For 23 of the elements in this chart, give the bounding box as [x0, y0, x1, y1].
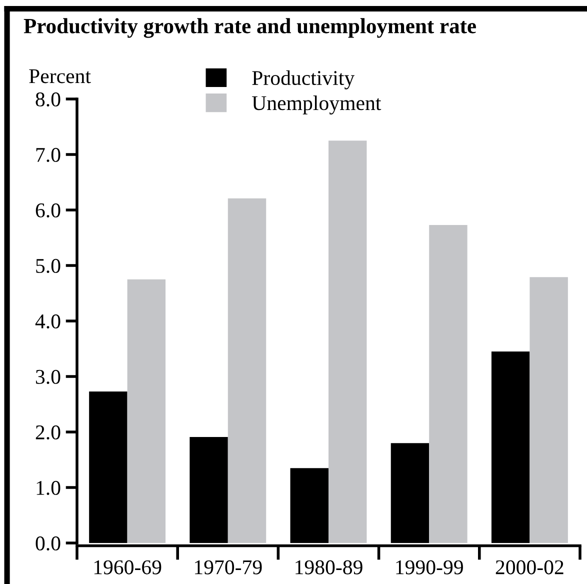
y-tick-label: 6.0: [36, 203, 60, 218]
bar: [328, 140, 367, 543]
y-tick-label: 2.0: [36, 425, 60, 440]
x-tick-label: 1980-89: [296, 560, 362, 574]
y-tick-label: 1.0: [36, 480, 60, 496]
y-tick-label: 7.0: [36, 148, 60, 162]
y-tick-label: 5.0: [36, 258, 60, 274]
y-axis-title: Percent: [29, 69, 91, 84]
bar: [228, 198, 266, 543]
y-tick-label: 8.0: [36, 92, 60, 107]
chart-title: Productivity growth rate and unemployment rate: [24, 18, 476, 38]
bar: [530, 277, 568, 543]
y-tick-label: 4.0: [35, 314, 60, 329]
y-tick-label: 0.0: [36, 536, 60, 551]
y-tick-label: 3.0: [36, 370, 60, 384]
legend-label: Unemployment: [252, 96, 382, 114]
bar: [429, 224, 468, 543]
x-tick-label: 1960-69: [94, 560, 162, 574]
x-tick-label: 2000-02: [496, 560, 564, 574]
x-tick-label: 1990-99: [396, 560, 463, 574]
bar: [127, 279, 166, 543]
legend-label: Productivity: [252, 70, 355, 90]
x-tick-label: 1970-79: [195, 560, 262, 574]
